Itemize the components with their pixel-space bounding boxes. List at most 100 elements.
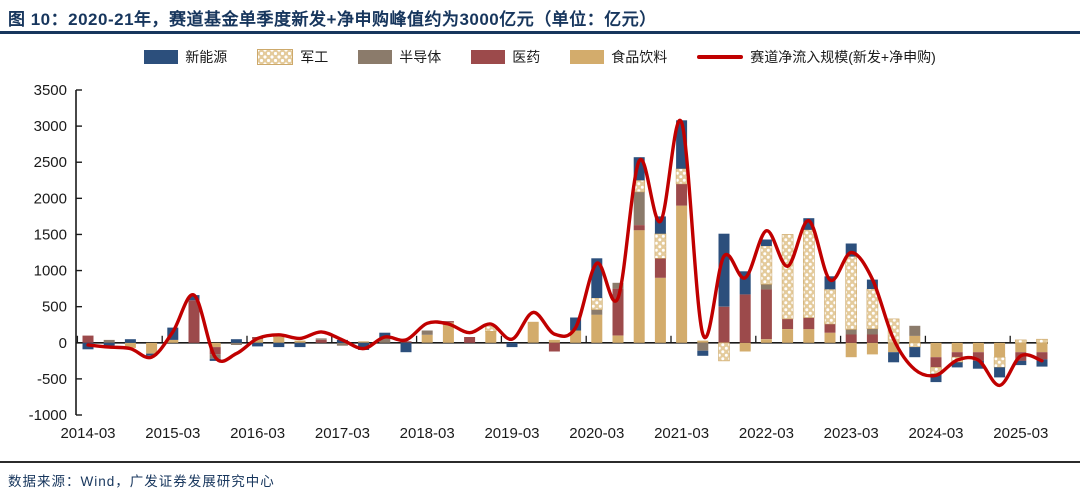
- bar-segment-新能源: [1015, 360, 1027, 366]
- bar-segment-医药: [654, 258, 666, 278]
- legend-item-6: 赛道净流入规模(新发+净申购): [697, 47, 936, 67]
- x-axis-tick-label: 2021-03: [654, 425, 709, 442]
- legend-label: 新能源: [185, 49, 228, 65]
- bar-segment-食品饮料: [888, 342, 900, 353]
- bar-segment-半导体: [845, 329, 857, 335]
- bar-segment-半导体: [421, 330, 433, 335]
- bar-segment-医药: [633, 225, 645, 231]
- bar-segment-医药: [315, 339, 327, 343]
- bar-segment-新能源: [358, 342, 370, 350]
- bar-segment-医药: [209, 347, 221, 355]
- bar-segment-新能源: [697, 350, 709, 356]
- bar-segment-食品饮料: [252, 339, 264, 343]
- bar-segment-新能源: [888, 352, 900, 363]
- bar-segment-食品饮料: [760, 339, 772, 343]
- bar-segment-食品饮料: [570, 330, 582, 343]
- bar-segment-半导体: [591, 309, 603, 315]
- bar-segment-医药: [824, 324, 836, 333]
- bar-segment-新能源: [294, 342, 306, 348]
- bar-segment-食品饮料: [951, 342, 963, 353]
- bar-segment-食品饮料: [294, 340, 306, 343]
- bar-segment-新能源: [633, 157, 645, 181]
- legend-swatch: [358, 50, 393, 64]
- bar-segment-半导体: [909, 325, 921, 336]
- bar-segment-食品饮料: [845, 342, 857, 358]
- bar-segment-食品饮料: [358, 341, 370, 343]
- bar-segment-新能源: [230, 339, 242, 343]
- bar-segment-新能源: [273, 342, 285, 348]
- bar-segment-军工: [845, 256, 858, 330]
- bar-segment-医药: [718, 306, 730, 343]
- bar-segment-食品饮料: [654, 277, 666, 343]
- bar-segment-医药: [951, 352, 963, 358]
- y-axis-tick-label: 0: [59, 335, 67, 352]
- bar-segment-新能源: [909, 347, 921, 358]
- bar-segment-食品饮料: [273, 337, 285, 343]
- bar-segment-新能源: [739, 271, 751, 295]
- bar-segment-新能源: [845, 243, 857, 257]
- x-axis-tick-label: 2015-03: [145, 425, 200, 442]
- y-axis-tick-label: 3000: [34, 118, 67, 135]
- bar-segment-医药: [930, 357, 942, 368]
- legend-label: 食品饮料: [611, 49, 668, 65]
- bar-segment-医药: [400, 341, 412, 343]
- bar-segment-食品饮料: [209, 342, 221, 348]
- bar-segment-新能源: [654, 216, 666, 234]
- bar-segment-医药: [188, 300, 200, 343]
- bar-segment-半导体: [697, 342, 709, 351]
- title-divider: [0, 31, 1080, 34]
- bar-segment-新能源: [103, 342, 115, 346]
- bar-segment-军工: [824, 289, 836, 325]
- bar-segment-军工: [654, 233, 667, 259]
- bar-segment-医药: [803, 317, 815, 330]
- bar-segment-新能源: [379, 332, 391, 338]
- x-axis-tick-label: 2017-03: [315, 425, 370, 442]
- bar-segment-新能源: [591, 258, 603, 298]
- legend-item-3: 半导体: [358, 47, 441, 67]
- bar-segment-军工: [590, 297, 603, 310]
- x-axis-tick-label: 2019-03: [484, 425, 539, 442]
- bar-segment-新能源: [252, 342, 264, 347]
- bar-segment-食品饮料: [697, 340, 709, 343]
- bar-segment-食品饮料: [824, 332, 836, 343]
- bar-segment-医药: [845, 334, 857, 343]
- legend-item-2: 军工: [257, 47, 328, 67]
- bar-segment-半导体: [103, 339, 115, 343]
- page-title: 图 10：2020-21年，赛道基金单季度新发+净申购峰值约为3000亿元（单位…: [8, 10, 657, 29]
- data-source-note: 数据来源：Wind，广发证券发展研究中心: [8, 474, 275, 489]
- bar-segment-半导体: [336, 342, 348, 346]
- legend-line-swatch: [697, 55, 744, 59]
- x-axis-tick-label: 2016-03: [230, 425, 285, 442]
- bar-segment-食品饮料: [548, 339, 560, 343]
- bar-segment-新能源: [188, 295, 200, 301]
- legend-label: 军工: [300, 49, 329, 65]
- bar-segment-医药: [676, 183, 688, 206]
- y-axis-tick-label: 2500: [34, 154, 67, 171]
- x-axis-tick-label: 2014-03: [60, 425, 115, 442]
- legend-label: 赛道净流入规模(新发+净申购): [750, 49, 936, 65]
- bar-segment-食品饮料: [146, 342, 158, 354]
- y-axis-tick-label: 1500: [34, 226, 67, 243]
- bar-segment-食品饮料: [1036, 342, 1048, 353]
- bar-segment-医药: [866, 334, 878, 343]
- bar-segment-食品饮料: [527, 321, 539, 343]
- bar-segment-半导体: [230, 342, 242, 345]
- bar-segment-军工: [718, 342, 730, 362]
- bar-segment-医药: [612, 288, 624, 336]
- bar-segment-食品饮料: [972, 342, 984, 353]
- legend-item-5: 食品饮料: [570, 47, 667, 67]
- bar-segment-新能源: [124, 339, 136, 343]
- bar-segment-新能源: [972, 360, 984, 369]
- x-axis-tick-label: 2018-03: [400, 425, 455, 442]
- bar-segment-医药: [82, 335, 94, 343]
- x-axis-tick-label: 2022-03: [739, 425, 794, 442]
- bar-segment-食品饮料: [1015, 342, 1027, 353]
- legend-item-4: 医药: [471, 47, 540, 67]
- chart-canvas: 3500300025002000150010005000-500-1000201…: [29, 82, 1049, 442]
- bar-segment-军工: [1014, 339, 1027, 344]
- bar-segment-新能源: [951, 362, 963, 368]
- bar-segment-食品饮料: [442, 322, 454, 343]
- bar-segment-半导体: [633, 191, 645, 225]
- x-axis-tick-label: 2023-03: [824, 425, 879, 442]
- chart-legend: 新能源 军工 半导体 医药 食品饮料 赛道净流入规模(新发+净申购): [0, 47, 1080, 67]
